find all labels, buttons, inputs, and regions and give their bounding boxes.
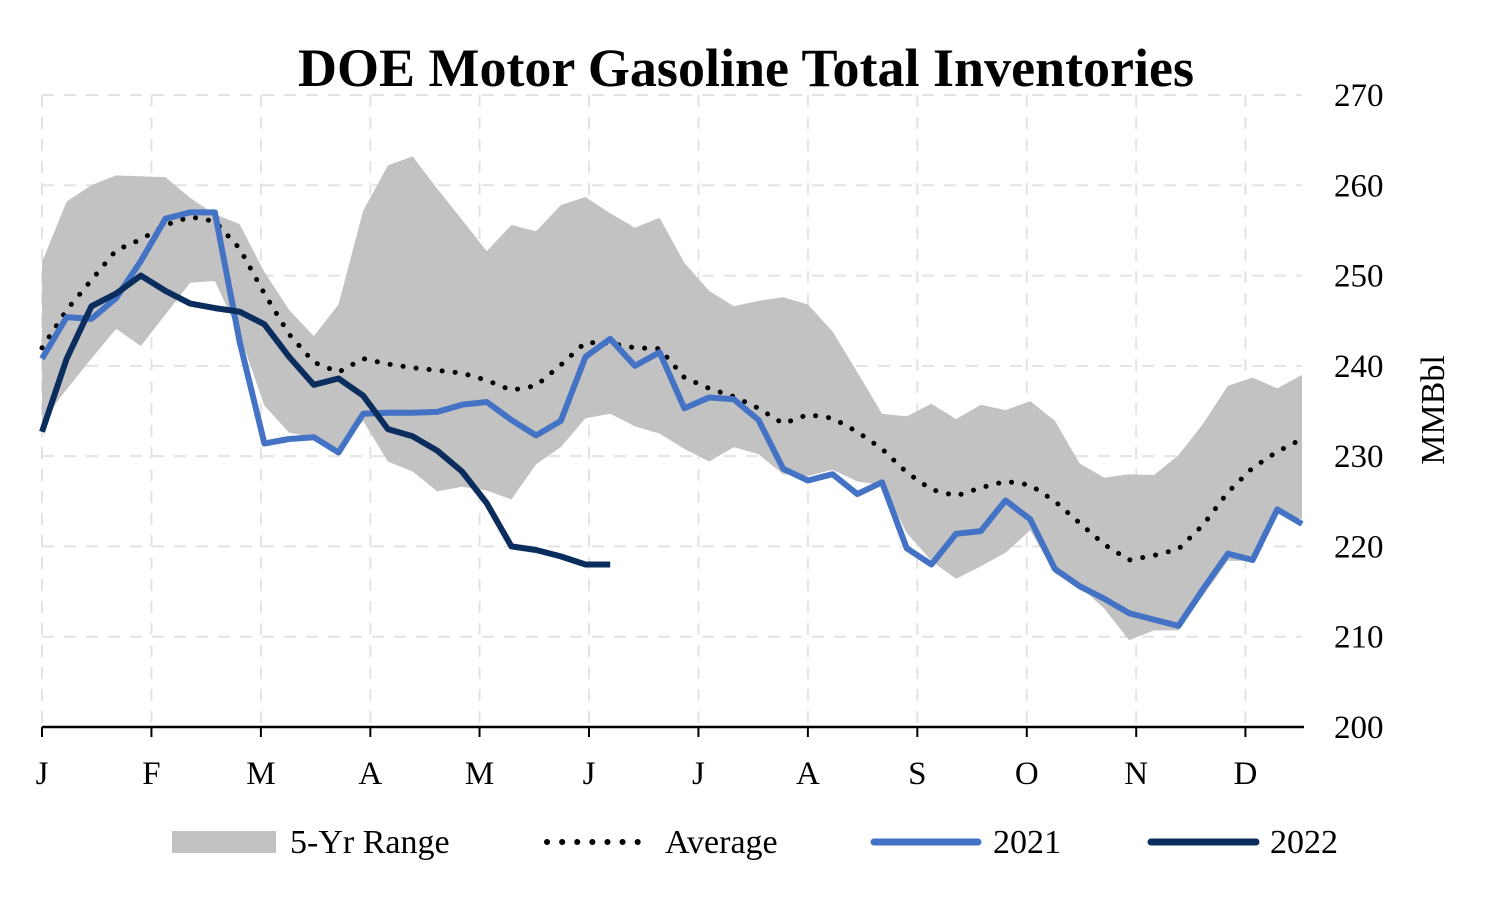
x-tick-label: S <box>908 756 926 792</box>
x-tick-label: J <box>36 756 49 792</box>
x-tick-label: D <box>1234 756 1258 792</box>
legend-label-2021: 2021 <box>993 824 1061 861</box>
x-tick-label: J <box>692 756 705 792</box>
y-tick-label: 240 <box>1334 349 1384 385</box>
chart-title: DOE Motor Gasoline Total Inventories <box>298 38 1194 98</box>
range-layer <box>42 156 1302 641</box>
x-tick-label: N <box>1124 756 1148 792</box>
y-tick-label: 210 <box>1334 620 1384 656</box>
y-tick-label: 270 <box>1334 78 1384 114</box>
x-tick-label: M <box>246 756 275 792</box>
x-tick-label: A <box>358 756 382 792</box>
y-axis: 200 210 220 230 240 250 260 270 <box>1334 78 1384 746</box>
x-tick-label: F <box>142 756 160 792</box>
y-tick-label: 220 <box>1334 529 1384 565</box>
x-tick-label: A <box>796 756 820 792</box>
series-layer <box>39 209 1305 629</box>
y-tick-label: 200 <box>1334 710 1384 746</box>
x-tick-label: J <box>583 756 596 792</box>
x-tick-label: M <box>465 756 494 792</box>
legend-label-average: Average <box>665 824 778 861</box>
x-tick-label: O <box>1015 756 1039 792</box>
legend-swatch-range <box>172 831 276 853</box>
legend-label-2022: 2022 <box>1270 824 1338 861</box>
y-tick-label: 230 <box>1334 439 1384 475</box>
series-line-2022 <box>39 272 611 568</box>
series-line-2021 <box>39 209 1304 629</box>
y-tick-label: 250 <box>1334 259 1384 295</box>
y-axis-label: MMBbl <box>1415 355 1452 465</box>
legend: 5-Yr Range Average 2021 2022 <box>172 824 1338 861</box>
y-tick-label: 260 <box>1334 168 1384 204</box>
range-band <box>42 156 1302 641</box>
legend-label-range: 5-Yr Range <box>290 824 450 861</box>
